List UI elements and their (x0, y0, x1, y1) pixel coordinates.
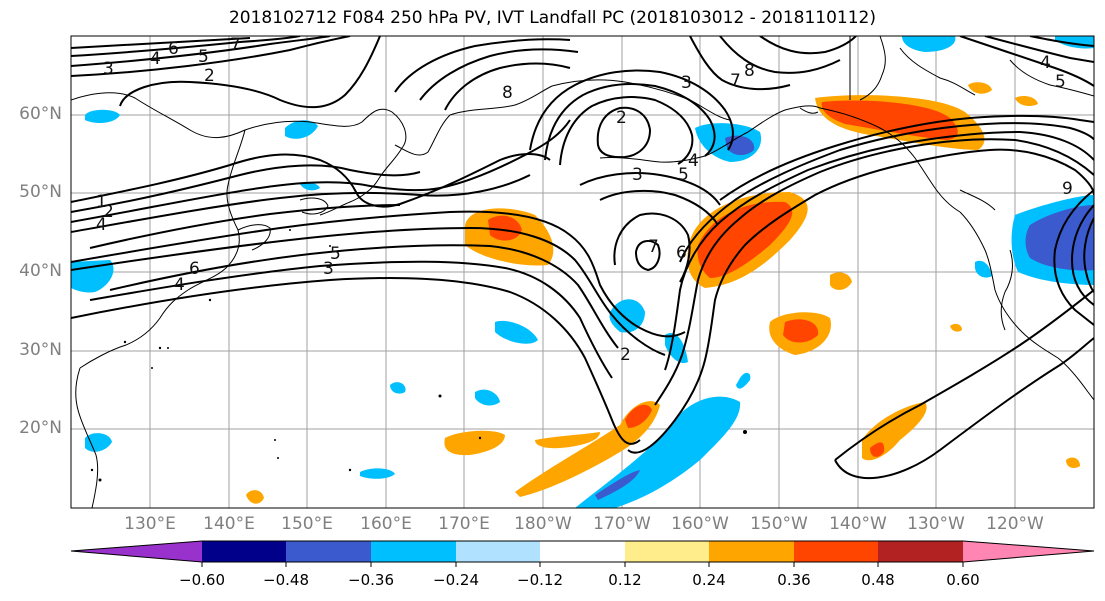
contour-label: 7 (730, 71, 741, 91)
longitude-label: 160°W (671, 514, 729, 534)
latitude-label: 40°N (19, 261, 62, 281)
colorbar-tick-label: −0.60 (179, 571, 225, 589)
contour-label: 1 (96, 192, 107, 212)
colorbar-segment (625, 541, 709, 562)
contour-label: 2 (204, 66, 215, 86)
pv-contours (71, 36, 1094, 480)
map-layers: 6 5 4 3 2 7 8 2 3 5 4 3 1 2 4 6 4 5 3 7 … (71, 35, 1094, 508)
contour-label: 6 (676, 243, 687, 263)
colorbar-segment (878, 541, 963, 562)
colorbar-tick-label: 0.60 (946, 571, 980, 589)
ivt-negative-shading (71, 36, 1094, 508)
contour-label: 3 (681, 73, 692, 93)
colorbar-segment (794, 541, 878, 562)
colorbar-tick-label: −0.24 (433, 571, 479, 589)
contour-label: 5 (198, 47, 209, 67)
contour-label: 3 (323, 259, 334, 279)
contour-label: 3 (632, 165, 643, 185)
contour-label: 7 (230, 35, 241, 55)
colorbar-segment (202, 541, 286, 562)
contour-label: 4 (174, 275, 185, 295)
contour-labels: 6 5 4 3 2 7 8 2 3 5 4 3 1 2 4 6 4 5 3 7 … (96, 35, 1073, 365)
colorbar-segment (963, 541, 1094, 562)
longitude-label: 150°W (750, 514, 808, 534)
colorbar-segment (371, 541, 456, 562)
latitude-label: 50°N (19, 182, 62, 202)
contour-label: 4 (1040, 53, 1051, 73)
longitude-label: 130°E (124, 514, 176, 534)
longitude-label: 140°W (829, 514, 887, 534)
colorbar-segment (540, 541, 625, 562)
contour-label: 3 (103, 59, 114, 79)
latitude-label: 30°N (19, 340, 62, 360)
colorbar-tick-label: 0.48 (861, 571, 895, 589)
contour-label: 8 (744, 61, 755, 81)
contour-label: 2 (620, 345, 631, 365)
colorbar-segment (456, 541, 540, 562)
longitude-label: 140°E (203, 514, 255, 534)
contour-label: 5 (330, 244, 341, 264)
contour-label: 6 (189, 259, 200, 279)
contour-label: 5 (678, 165, 689, 185)
colorbar-tick-label: 0.12 (608, 571, 642, 589)
latitude-label: 60°N (19, 104, 62, 124)
islands (90, 229, 747, 482)
longitude-label: 170°W (593, 514, 651, 534)
contour-label: 4 (96, 215, 107, 235)
contour-label: 8 (502, 83, 513, 103)
contour-label: 7 (648, 237, 659, 257)
contour-label: 9 (1062, 179, 1073, 199)
longitude-label: 180°W (514, 514, 572, 534)
colorbar-tick-label: −0.36 (348, 571, 394, 589)
contour-label: 5 (1055, 72, 1066, 92)
colorbar-segment (71, 541, 202, 562)
colorbar (70, 540, 1095, 567)
longitude-label: 150°E (281, 514, 333, 534)
contour-label: 2 (103, 202, 114, 222)
colorbar-tick-label: 0.36 (777, 571, 811, 589)
map-title: 2018102712 F084 250 hPa PV, IVT Landfall… (228, 8, 876, 28)
colorbar-tick-label: −0.12 (517, 571, 563, 589)
map-frame (70, 35, 1095, 509)
colorbar-segment (709, 541, 794, 562)
contour-label: 4 (688, 151, 699, 171)
contour-label: 4 (150, 49, 161, 69)
contour-label: 2 (616, 108, 627, 128)
longitude-label: 170°E (438, 514, 490, 534)
longitude-label: 130°W (907, 514, 965, 534)
longitude-label: 160°E (360, 514, 412, 534)
colorbar-segment (286, 541, 371, 562)
colorbar-tick-label: −0.48 (263, 571, 309, 589)
colorbar-tick-label: 0.24 (692, 571, 726, 589)
contour-label: 6 (168, 39, 179, 59)
latitude-label: 20°N (19, 418, 62, 438)
longitude-label: 120°W (986, 514, 1044, 534)
